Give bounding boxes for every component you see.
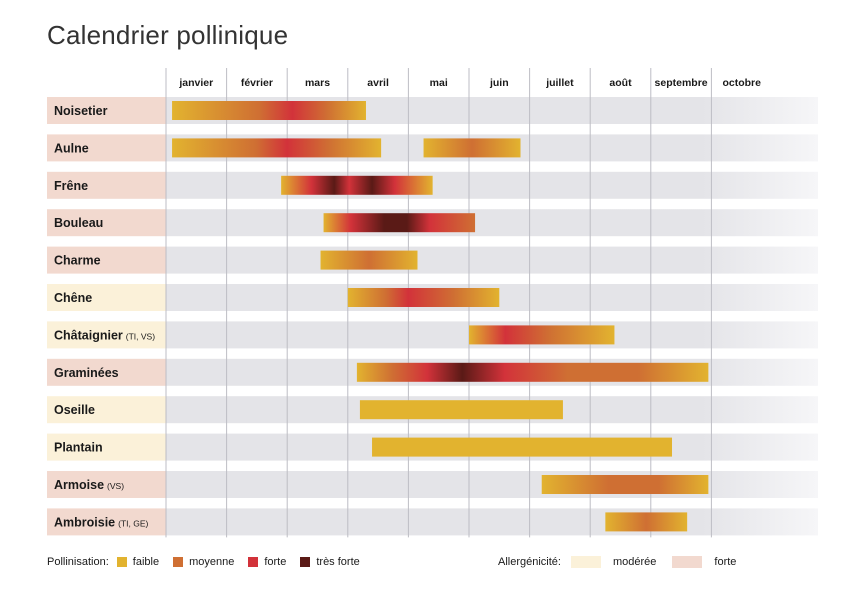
legend-swatch-moyenne: [173, 557, 184, 567]
month-label: janvier: [178, 77, 213, 89]
row-label-bg: [47, 433, 166, 461]
legend-item-faible: faible: [116, 556, 160, 568]
species-name: Aulne: [54, 141, 89, 155]
legend-item-forte: forte: [248, 556, 286, 568]
month-label: août: [609, 77, 632, 89]
species-region-note: (TI, VS): [126, 331, 155, 341]
pollen-period-bar: [323, 213, 476, 233]
legend-swatch-tres-forte: [300, 557, 311, 567]
species-name: Armoise: [54, 478, 104, 492]
row-label-bg: [47, 284, 166, 311]
species-name: Chêne: [54, 291, 92, 305]
species-label: Oseille: [54, 403, 95, 417]
pollen-period-bar: [372, 437, 673, 457]
month-label: février: [241, 77, 273, 89]
legend-text-faible: faible: [132, 556, 160, 568]
species-name: Bouleau: [54, 216, 103, 230]
row-background: [166, 209, 818, 237]
row-label-bg: [47, 209, 166, 237]
legend-text-moyenne: moyenne: [189, 556, 235, 568]
pollen-period-bar: [356, 362, 709, 382]
row-background: [166, 508, 818, 536]
pollen-period-bar: [541, 475, 709, 494]
legend-item-tres-forte: très forte: [300, 556, 360, 568]
legend-item-moyenne: moyenne: [173, 556, 234, 568]
species-label: Armoise (VS): [54, 478, 124, 492]
pollen-period-bar: [172, 101, 366, 120]
species-name: Châtaignier: [54, 328, 123, 342]
legend-swatch-allergenicite-forte: [672, 556, 703, 568]
row-background: [166, 471, 818, 498]
row-label-bg: [47, 134, 166, 162]
month-label: juillet: [545, 77, 574, 89]
row-label-bg: [47, 471, 166, 498]
month-label: mai: [430, 77, 448, 89]
legend-item-moderee: modérée: [570, 556, 657, 568]
species-label: Aulne: [54, 141, 89, 155]
month-label: avril: [367, 77, 389, 89]
species-name: Graminées: [54, 366, 119, 380]
species-label: Plantain: [54, 441, 103, 455]
pollination-legend-label: Pollinisation:: [47, 556, 109, 568]
species-name: Charme: [54, 254, 101, 268]
legend-text-forte: forte: [264, 556, 287, 568]
species-region-note: (VS): [107, 481, 124, 491]
row-label-bg: [47, 508, 166, 536]
species-label: Frêne: [54, 179, 88, 193]
pollen-period-bar: [281, 175, 433, 195]
species-region-note: (TI, GE): [118, 518, 148, 528]
pollen-period-bar: [359, 400, 563, 420]
pollen-period-bar: [605, 512, 688, 532]
allergenicity-legend-label: Allergénicité:: [498, 556, 561, 568]
month-label: mars: [305, 77, 330, 89]
row-label-bg: [47, 396, 166, 424]
month-label: septembre: [655, 77, 708, 89]
legend-swatch-forte: [248, 557, 259, 567]
legend-text-allergenicite-forte: forte: [714, 556, 737, 568]
month-label: juin: [489, 77, 509, 89]
pollination-legend: Pollinisation: faible moyenne forte très…: [47, 556, 374, 568]
chart-title: Calendrier pollinique: [47, 20, 289, 50]
row-label-bg: [47, 246, 166, 274]
pollen-period-bar: [320, 250, 418, 270]
legend-item-allergenicite-forte: forte: [672, 556, 736, 568]
species-label: Charme: [54, 254, 101, 268]
row-label-bg: [47, 97, 166, 124]
legend-swatch-moderee: [570, 556, 601, 568]
species-name: Plantain: [54, 441, 103, 455]
species-name: Noisetier: [54, 104, 108, 118]
species-name: Frêne: [54, 179, 88, 193]
species-label: Ambroisie (TI, GE): [54, 515, 149, 529]
row-background: [166, 171, 818, 199]
row-label-bg: [47, 171, 166, 199]
row-label-bg: [47, 358, 166, 386]
species-name: Ambroisie: [54, 515, 115, 529]
pollen-period-bar: [423, 138, 521, 158]
month-label: octobre: [722, 77, 761, 89]
pollen-period-bar: [347, 288, 500, 307]
species-label: Chêne: [54, 291, 92, 305]
species-label: Noisetier: [54, 104, 108, 118]
legend-swatch-faible: [116, 557, 127, 567]
row-background: [166, 246, 818, 274]
species-label: Châtaignier (TI, VS): [54, 328, 155, 342]
pollen-period-bar: [172, 138, 382, 158]
row-label-bg: [47, 321, 166, 349]
pollen-period-bar: [469, 325, 615, 345]
species-label: Bouleau: [54, 216, 103, 230]
species-name: Oseille: [54, 403, 95, 417]
legend-text-tres-forte: très forte: [316, 556, 360, 568]
allergenicity-legend: Allergénicité: modérée forte: [498, 556, 750, 568]
legend-text-moderee: modérée: [612, 556, 657, 568]
species-label: Graminées: [54, 366, 119, 380]
